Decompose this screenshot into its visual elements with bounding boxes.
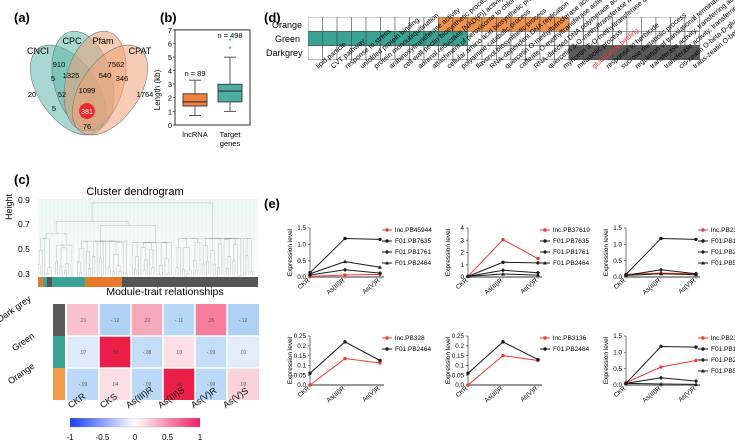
svg-text:F01.PB1761: F01.PB1761 (553, 249, 590, 256)
svg-text:F01.PB7635: F01.PB7635 (395, 238, 432, 245)
svg-text:F01.PB2464: F01.PB2464 (395, 346, 432, 353)
svg-text:genes: genes (220, 139, 241, 148)
svg-text:0.25: 0.25 (294, 333, 307, 340)
svg-text:5: 5 (51, 74, 55, 83)
svg-text:As(V)R: As(V)R (677, 385, 697, 404)
svg-text:F01.PB1761: F01.PB1761 (711, 238, 735, 245)
svg-text:.22: .22 (144, 318, 151, 324)
svg-text:7: 7 (168, 26, 172, 35)
svg-text:5: 5 (168, 53, 172, 62)
svg-text:3: 3 (168, 80, 172, 89)
svg-text:1099: 1099 (79, 86, 96, 95)
svg-text:0.5: 0.5 (162, 433, 174, 442)
svg-text:n = 89: n = 89 (184, 69, 205, 78)
svg-text:540: 540 (99, 71, 112, 80)
svg-text:F01.PB1761: F01.PB1761 (711, 346, 735, 353)
svg-text:0.1: 0.1 (297, 363, 306, 370)
svg-text:As(V)R: As(V)R (677, 277, 697, 296)
svg-text:76: 76 (83, 122, 91, 131)
svg-text:As(V)R: As(V)R (519, 385, 539, 404)
svg-text:lnc.PB37619: lnc.PB37619 (553, 227, 590, 234)
svg-text:.04: .04 (112, 382, 119, 388)
svg-text:lncRNA: lncRNA (182, 130, 207, 139)
svg-text:-.09: -.09 (207, 350, 216, 356)
svg-text:20: 20 (28, 90, 36, 99)
svg-text:1.5: 1.5 (297, 225, 306, 232)
svg-text:-0.5: -0.5 (96, 433, 110, 442)
svg-text:.58: .58 (112, 350, 119, 356)
svg-text:As(III)R: As(III)R (325, 277, 346, 296)
svg-text:F01.PB7635: F01.PB7635 (553, 238, 590, 245)
svg-text:CPC: CPC (62, 36, 82, 46)
svg-text:Expression level: Expression level (287, 336, 294, 384)
svg-text:*: * (228, 45, 231, 54)
svg-text:Pfam: Pfam (92, 36, 113, 46)
svg-text:Expression level: Expression level (287, 228, 294, 276)
svg-text:.03: .03 (176, 350, 183, 356)
svg-text:-.08: -.08 (143, 350, 152, 356)
svg-text:As(III)R: As(III)R (325, 385, 346, 404)
svg-text:0.1: 0.1 (455, 363, 464, 370)
svg-text:.01: .01 (240, 350, 247, 356)
svg-text:0.5: 0.5 (613, 366, 622, 373)
svg-text:6: 6 (168, 39, 172, 48)
svg-text:.35: .35 (208, 318, 215, 324)
svg-text:-.12: -.12 (239, 318, 248, 324)
svg-text:As(V)R: As(V)R (361, 385, 381, 404)
svg-text:As(III)R: As(III)R (483, 385, 504, 404)
svg-text:As(III)R: As(III)R (641, 277, 662, 296)
svg-text:CPAT: CPAT (129, 46, 152, 56)
svg-text:5: 5 (52, 104, 56, 113)
svg-text:381: 381 (81, 109, 93, 116)
svg-text:0.05: 0.05 (452, 372, 465, 379)
svg-text:As(III)R: As(III)R (641, 385, 662, 404)
svg-text:0.05: 0.05 (294, 372, 307, 379)
svg-text:Length (kb): Length (kb) (153, 69, 162, 110)
svg-text:0.5: 0.5 (297, 258, 306, 265)
svg-text:lnc.PB45944: lnc.PB45944 (395, 227, 432, 234)
svg-text:1: 1 (198, 433, 203, 442)
svg-text:As(V)R: As(V)R (519, 277, 539, 296)
svg-text:As(III)R: As(III)R (483, 277, 504, 296)
svg-text:0: 0 (168, 121, 172, 130)
svg-text:As(V)R: As(V)R (361, 277, 381, 296)
svg-text:F01.PB51137: F01.PB51137 (711, 260, 735, 267)
svg-text:F01.PB2464: F01.PB2464 (553, 260, 590, 267)
svg-text:lnc.PB23034: lnc.PB23034 (711, 335, 735, 342)
svg-text:0: 0 (133, 433, 138, 442)
svg-text:0.15: 0.15 (294, 353, 307, 360)
svg-text:-.11: -.11 (175, 318, 183, 324)
svg-text:7562: 7562 (108, 60, 125, 69)
svg-text:-1: -1 (66, 433, 74, 442)
svg-text:F01.PB2464: F01.PB2464 (711, 357, 735, 364)
svg-text:-.12: -.12 (111, 318, 120, 324)
svg-text:1: 1 (168, 107, 172, 116)
svg-text:F01.PB2464: F01.PB2464 (711, 249, 735, 256)
svg-text:4: 4 (168, 67, 172, 76)
svg-text:.07: .07 (80, 350, 87, 356)
svg-text:F01.PB51137: F01.PB51137 (711, 368, 735, 375)
svg-text:910: 910 (53, 60, 66, 69)
svg-text:346: 346 (116, 74, 129, 83)
svg-text:0.2: 0.2 (297, 343, 306, 350)
svg-text:lnc.PB23034: lnc.PB23034 (711, 227, 735, 234)
svg-text:lnc.PB3136: lnc.PB3136 (553, 335, 587, 342)
svg-text:F01.PB2464: F01.PB2464 (395, 260, 432, 267)
svg-text:.21: .21 (80, 318, 87, 324)
svg-text:-.09: -.09 (79, 382, 88, 388)
svg-text:F01.PB2464: F01.PB2464 (553, 346, 590, 353)
svg-text:1325: 1325 (63, 71, 80, 80)
svg-text:52: 52 (58, 90, 66, 99)
svg-text:CNCI: CNCI (27, 46, 49, 56)
svg-text:n = 498: n = 498 (217, 31, 242, 40)
svg-text:2: 2 (168, 94, 172, 103)
svg-text:1.0: 1.0 (297, 242, 306, 249)
svg-text:CKR: CKR (455, 277, 470, 291)
svg-text:Target: Target (220, 130, 242, 139)
svg-text:lnc.PB328: lnc.PB328 (395, 335, 425, 342)
svg-text:F01.PB1761: F01.PB1761 (395, 249, 432, 256)
